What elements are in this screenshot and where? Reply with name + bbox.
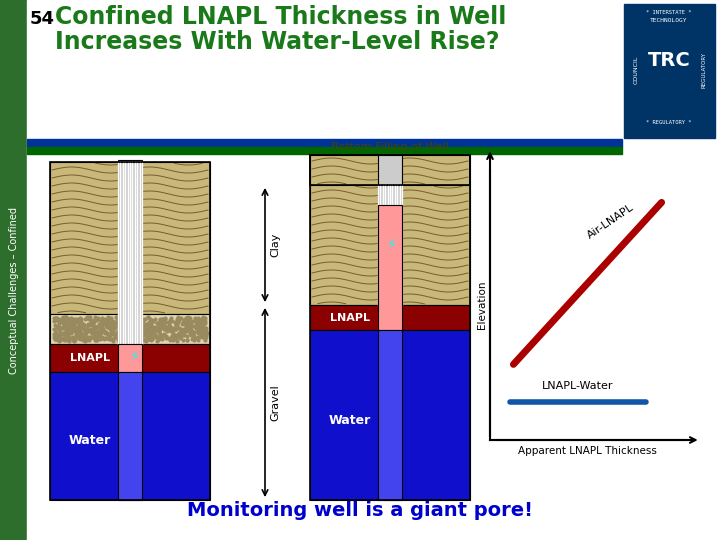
Bar bbox=[640, 30, 698, 90]
Bar bbox=[310, 330, 470, 500]
Bar bbox=[118, 372, 142, 500]
Text: * REGULATORY *: * REGULATORY * bbox=[647, 120, 692, 125]
Bar bbox=[27, 139, 622, 147]
Bar bbox=[50, 162, 210, 500]
Text: Gravel: Gravel bbox=[270, 384, 280, 421]
Bar bbox=[310, 155, 470, 185]
Text: Confined LNAPL Thickness in Well: Confined LNAPL Thickness in Well bbox=[55, 5, 506, 29]
Text: Conceptual Challenges – Confined: Conceptual Challenges – Confined bbox=[9, 206, 19, 374]
Bar bbox=[50, 314, 210, 344]
Text: TECHNOLOGY: TECHNOLOGY bbox=[650, 18, 688, 23]
Text: * INTERSTATE *: * INTERSTATE * bbox=[647, 10, 692, 15]
Text: Water: Water bbox=[329, 414, 371, 427]
Text: Water: Water bbox=[69, 434, 111, 447]
Text: Increases With Water-Level Rise?: Increases With Water-Level Rise? bbox=[55, 30, 500, 54]
Text: LNAPL: LNAPL bbox=[70, 353, 110, 363]
Bar bbox=[50, 162, 210, 314]
Bar bbox=[624, 4, 715, 138]
X-axis label: Apparent LNAPL Thickness: Apparent LNAPL Thickness bbox=[518, 446, 657, 456]
Bar bbox=[27, 147, 622, 154]
Text: Bottom Filling of Well: Bottom Filling of Well bbox=[331, 142, 449, 152]
Bar bbox=[310, 305, 470, 330]
Bar bbox=[118, 344, 142, 372]
Bar bbox=[310, 155, 470, 500]
Text: 54: 54 bbox=[30, 10, 55, 28]
Y-axis label: Elevation: Elevation bbox=[477, 281, 487, 329]
Bar bbox=[310, 185, 470, 305]
Text: LNAPL: LNAPL bbox=[330, 313, 370, 323]
Text: Air-LNAPL: Air-LNAPL bbox=[586, 202, 636, 240]
Bar bbox=[0, 0, 27, 540]
Bar bbox=[50, 372, 210, 500]
Text: TRC: TRC bbox=[647, 51, 690, 70]
Bar bbox=[378, 155, 402, 185]
Bar bbox=[310, 155, 470, 185]
Text: COUNCIL: COUNCIL bbox=[634, 56, 639, 84]
Bar bbox=[50, 344, 210, 372]
Bar bbox=[622, 2, 717, 140]
Text: Clay: Clay bbox=[270, 233, 280, 257]
Text: ⚡: ⚡ bbox=[130, 350, 140, 364]
Text: REGULATORY: REGULATORY bbox=[702, 52, 707, 88]
Bar bbox=[118, 160, 142, 162]
Bar bbox=[118, 162, 142, 344]
Text: LNAPL-Water: LNAPL-Water bbox=[542, 381, 613, 391]
Bar bbox=[378, 330, 402, 500]
Bar bbox=[378, 205, 402, 330]
Text: ⚡: ⚡ bbox=[387, 238, 397, 252]
Bar bbox=[378, 185, 402, 305]
Text: Monitoring well is a giant pore!: Monitoring well is a giant pore! bbox=[187, 501, 533, 520]
